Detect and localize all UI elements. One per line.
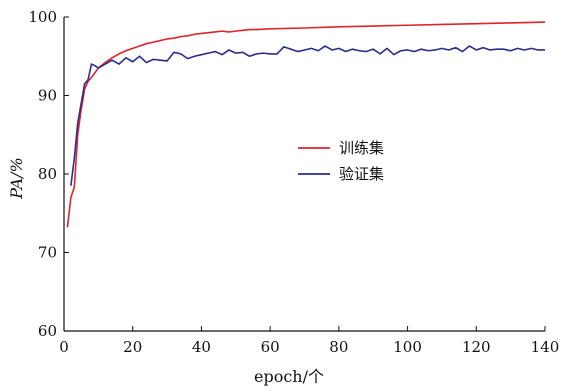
legend-label-train: 训练集 bbox=[339, 139, 384, 157]
y-tick-label: 70 bbox=[38, 244, 57, 262]
series-line-validation bbox=[70, 45, 545, 186]
x-tick-label: 40 bbox=[192, 338, 211, 356]
y-tick-label: 80 bbox=[38, 165, 57, 183]
x-tick-label: 60 bbox=[261, 338, 280, 356]
series-lines bbox=[66, 21, 546, 228]
legend: 训练集 验证集 bbox=[298, 139, 384, 183]
y-tick-label: 60 bbox=[38, 322, 57, 340]
x-tick-label: 0 bbox=[59, 338, 69, 356]
x-tick-label: 100 bbox=[393, 338, 422, 356]
y-tick-label: 90 bbox=[38, 87, 57, 105]
x-axis-title: epoch/个 bbox=[254, 367, 324, 386]
y-axis-ticks: 60 70 80 90 100 bbox=[28, 8, 69, 340]
x-tick-label: 80 bbox=[329, 338, 348, 356]
y-tick-label: 100 bbox=[28, 8, 57, 26]
y-axis-title: PA/% bbox=[7, 157, 26, 199]
x-tick-label: 120 bbox=[462, 338, 491, 356]
x-axis-ticks: 0 20 40 60 80 100 120 140 bbox=[59, 326, 559, 356]
x-tick-label: 20 bbox=[123, 338, 142, 356]
x-tick-label: 140 bbox=[531, 338, 560, 356]
series-line-train bbox=[66, 21, 546, 228]
legend-label-validation: 验证集 bbox=[339, 165, 384, 183]
